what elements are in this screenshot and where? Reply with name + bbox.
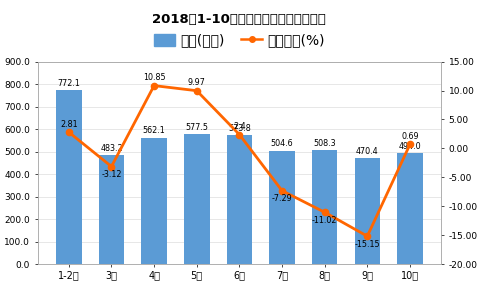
Bar <box>227 135 252 264</box>
Text: 483.2: 483.2 <box>100 144 123 153</box>
Text: 573.8: 573.8 <box>228 124 251 133</box>
Bar <box>184 134 210 264</box>
Text: 2.4: 2.4 <box>233 122 246 131</box>
Text: -7.29: -7.29 <box>272 194 293 203</box>
Text: 772.1: 772.1 <box>57 79 80 88</box>
Text: 0.69: 0.69 <box>401 132 419 141</box>
Text: 494.0: 494.0 <box>399 142 421 151</box>
Bar <box>397 153 423 264</box>
Bar <box>99 155 124 264</box>
Bar <box>354 158 380 264</box>
Bar <box>56 90 81 264</box>
Bar <box>269 151 295 264</box>
Title: 2018年1-10月全国衡器产量及增长情况: 2018年1-10月全国衡器产量及增长情况 <box>152 13 326 26</box>
Text: 577.5: 577.5 <box>185 123 208 132</box>
Text: -11.02: -11.02 <box>312 216 337 225</box>
Text: -3.12: -3.12 <box>101 170 121 179</box>
Text: 2.81: 2.81 <box>60 120 78 129</box>
Bar <box>141 138 167 264</box>
Text: 504.6: 504.6 <box>271 139 294 148</box>
Bar <box>312 150 337 264</box>
Text: -15.15: -15.15 <box>354 240 380 249</box>
Text: 10.85: 10.85 <box>143 73 165 82</box>
Text: 470.4: 470.4 <box>356 147 379 156</box>
Text: 562.1: 562.1 <box>143 126 165 135</box>
Text: 9.97: 9.97 <box>188 78 206 87</box>
Legend: 产量(万台), 同比增长(%): 产量(万台), 同比增长(%) <box>148 28 331 53</box>
Text: 508.3: 508.3 <box>313 139 336 148</box>
